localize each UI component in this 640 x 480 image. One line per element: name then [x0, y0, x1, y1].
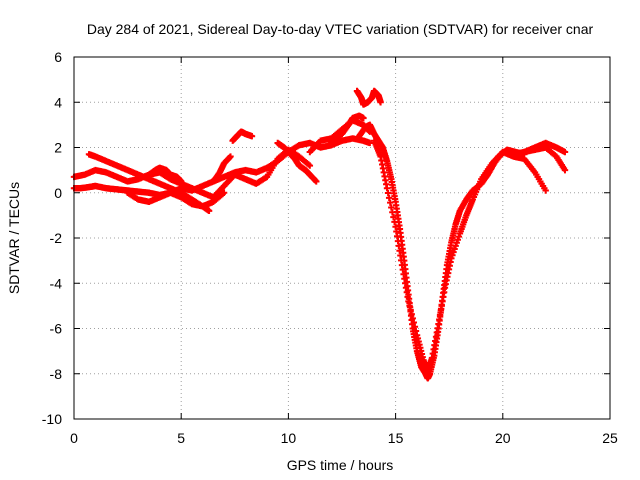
x-tick-label: 10	[281, 430, 297, 446]
data-point	[178, 178, 185, 185]
y-tick-label: -10	[42, 411, 62, 427]
y-tick-label: 0	[54, 185, 62, 201]
series-track-k	[353, 87, 384, 108]
data-point	[521, 151, 528, 158]
series-track-o	[521, 144, 569, 174]
data-point	[410, 319, 418, 326]
data-point	[387, 199, 394, 206]
data-point	[407, 306, 414, 314]
axis-ticks: 0 5 10 15 20 25 -10 -8 -6 -4 -2 0 2 4 6	[42, 49, 618, 446]
y-tick-label: 2	[54, 140, 62, 156]
series-track-d	[124, 189, 228, 210]
y-tick-label: -6	[50, 321, 63, 337]
data-point	[383, 185, 391, 192]
data-point	[408, 310, 415, 318]
data-point	[411, 323, 419, 331]
data-point	[306, 162, 314, 169]
data-point	[561, 148, 569, 156]
data-points	[70, 87, 569, 382]
data-point	[385, 194, 393, 202]
y-tick-label: 6	[54, 49, 62, 65]
y-tick-label: -4	[50, 275, 63, 291]
series-track-h	[274, 139, 320, 185]
series-track-j	[328, 112, 367, 147]
data-point	[248, 132, 256, 140]
data-point	[409, 315, 416, 322]
x-tick-label: 15	[388, 430, 404, 446]
data-point	[220, 189, 228, 196]
series-track-g	[210, 153, 234, 185]
data-point	[561, 166, 569, 174]
data-point	[542, 187, 549, 194]
y-tick-label: -2	[50, 230, 63, 246]
data-point	[384, 189, 392, 197]
data-point	[377, 99, 384, 106]
data-point	[390, 213, 397, 221]
chart-title: Day 284 of 2021, Sidereal Day-to-day VTE…	[87, 21, 594, 37]
series-track-p	[495, 146, 528, 160]
data-point	[388, 204, 395, 211]
x-tick-label: 20	[495, 430, 511, 446]
y-tick-label: 4	[54, 94, 62, 110]
data-point	[406, 302, 413, 309]
data-point	[205, 207, 213, 215]
data-point	[389, 209, 396, 216]
x-tick-label: 0	[70, 430, 78, 446]
x-axis-label: GPS time / hours	[287, 457, 394, 473]
series-track-f	[229, 128, 256, 144]
data-point	[405, 298, 412, 305]
y-tick-label: -8	[50, 366, 63, 382]
data-point	[391, 218, 398, 226]
grid	[74, 57, 610, 419]
series-track-n	[499, 148, 549, 194]
series-track-e	[145, 164, 185, 185]
data-point	[412, 327, 420, 335]
x-tick-label: 5	[177, 430, 185, 446]
data-point	[360, 114, 367, 122]
y-axis-label: SDTVAR / TECUs	[6, 182, 22, 294]
series-track-l	[355, 121, 569, 382]
x-tick-label: 25	[602, 430, 618, 446]
data-point	[313, 178, 320, 185]
data-point	[227, 153, 234, 160]
